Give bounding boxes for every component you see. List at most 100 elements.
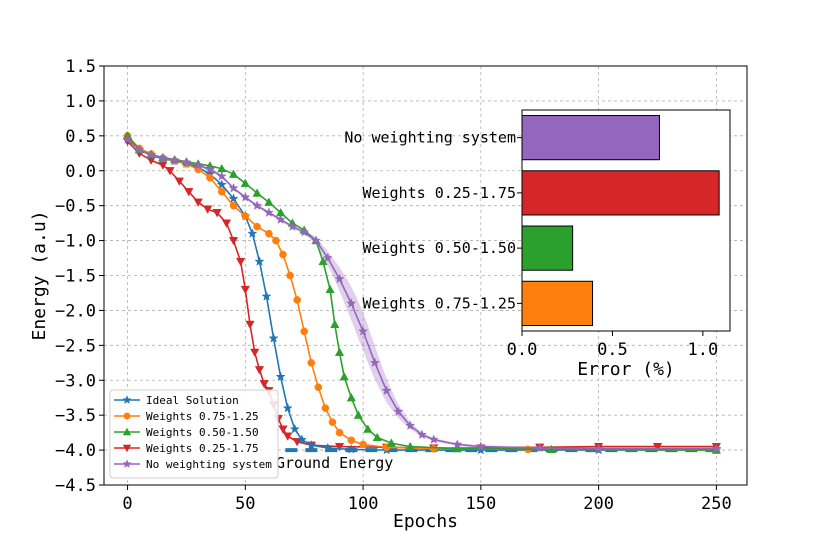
data-point [652, 442, 663, 452]
y-tick-label: −3.5 [55, 406, 96, 426]
data-point [593, 443, 604, 453]
data-point [253, 222, 261, 231]
data-point [475, 441, 486, 451]
data-point [228, 182, 239, 193]
x-axis-label: Epochs [393, 511, 458, 532]
data-point [386, 438, 396, 447]
data-point [252, 188, 262, 197]
legend-label: Weights 0.25-1.75 [146, 442, 259, 455]
data-point [204, 163, 216, 174]
x-tick-label: 50 [235, 494, 255, 514]
inset-x-tick-label: 0.0 [507, 340, 538, 360]
data-point [122, 459, 132, 468]
data-point [369, 357, 380, 368]
data-point [334, 347, 345, 356]
data-point [314, 383, 323, 392]
data-point [322, 442, 333, 453]
data-point [346, 444, 357, 454]
data-point [416, 429, 428, 440]
inset-bar-chart: No weighting system Weights 0.25-1.75 Weig… [344, 109, 731, 380]
data-point [122, 444, 132, 453]
data-point [286, 271, 294, 280]
legend-item: No weighting system [114, 458, 272, 471]
inset-bars [521, 115, 720, 326]
data-point [264, 197, 274, 206]
data-point [293, 296, 301, 304]
data-point [346, 298, 357, 308]
data-point [346, 392, 356, 402]
data-point [123, 412, 131, 420]
legend: Ideal Solution Weights 0.75-1.25 Weights 0… [109, 389, 279, 479]
inset-bar [521, 280, 594, 326]
inset-bar [521, 225, 574, 271]
data-point [174, 177, 184, 186]
data-point [347, 436, 356, 445]
data-point [372, 432, 382, 442]
data-point [241, 212, 250, 220]
y-tick-label: −4.5 [55, 476, 96, 496]
data-point [393, 406, 404, 416]
data-point [300, 327, 309, 336]
data-point [181, 157, 192, 167]
y-tick-label: 1.0 [65, 92, 96, 112]
legend-item: Weights 0.25-1.75 [114, 442, 259, 455]
data-point [165, 167, 175, 176]
data-point [216, 179, 227, 190]
data-point [228, 193, 239, 203]
data-point [405, 441, 415, 451]
data-point [206, 173, 214, 182]
x-tick-label: 200 [583, 494, 614, 514]
legend-label: Weights 0.75-1.25 [146, 410, 259, 423]
data-point [122, 395, 132, 404]
data-point [275, 371, 286, 382]
y-tick-label: −1.0 [55, 232, 96, 252]
data-point [405, 420, 416, 430]
x-tick-label: 100 [348, 494, 379, 514]
data-point [534, 442, 545, 453]
y-tick-label: −0.5 [55, 197, 96, 217]
data-point [259, 380, 269, 389]
data-point [353, 410, 363, 419]
data-point [282, 402, 293, 413]
data-point [122, 133, 133, 144]
data-point [321, 404, 330, 413]
y-tick-label: −4.0 [55, 441, 96, 461]
data-point [254, 366, 265, 375]
data-point [250, 348, 260, 358]
legend-label: Ideal Solution [146, 394, 239, 407]
data-point [157, 152, 168, 163]
inset-x-tick-label: 0.5 [597, 340, 628, 360]
data-point [228, 236, 239, 246]
inset-category-label: Weights 0.75-1.25 [362, 294, 516, 312]
data-point [240, 285, 250, 295]
data-point [275, 214, 286, 224]
data-point [306, 439, 317, 450]
data-point [358, 325, 369, 336]
data-point [289, 423, 300, 434]
data-point [245, 320, 255, 330]
data-point [283, 432, 293, 441]
inset-x-tick-label: 1.0 [688, 340, 719, 360]
data-point [265, 229, 273, 238]
data-point [310, 235, 322, 245]
data-point [217, 187, 226, 196]
inset-bar [521, 115, 660, 161]
inset-category-label: Weights 0.50-1.50 [362, 239, 516, 257]
data-point [122, 427, 132, 436]
data-point [278, 425, 288, 434]
inset-ticks: No weighting system Weights 0.25-1.75 Weig… [344, 129, 718, 360]
data-point [452, 443, 462, 453]
ground-energy-label: Ground Energy [276, 454, 393, 472]
data-point [252, 200, 263, 210]
data-point [328, 418, 337, 426]
inset-category-label: No weighting system [344, 129, 516, 147]
inset-category-label: Weights 0.25-1.75 [362, 184, 516, 202]
inset-frame [521, 109, 731, 332]
data-point [268, 332, 279, 343]
data-point [221, 219, 232, 228]
y-tick-label: −1.5 [55, 267, 96, 287]
y-axis-label: Energy (a.u) [29, 210, 50, 340]
y-tick-label: 0.0 [65, 162, 96, 182]
main-frame [103, 65, 748, 486]
